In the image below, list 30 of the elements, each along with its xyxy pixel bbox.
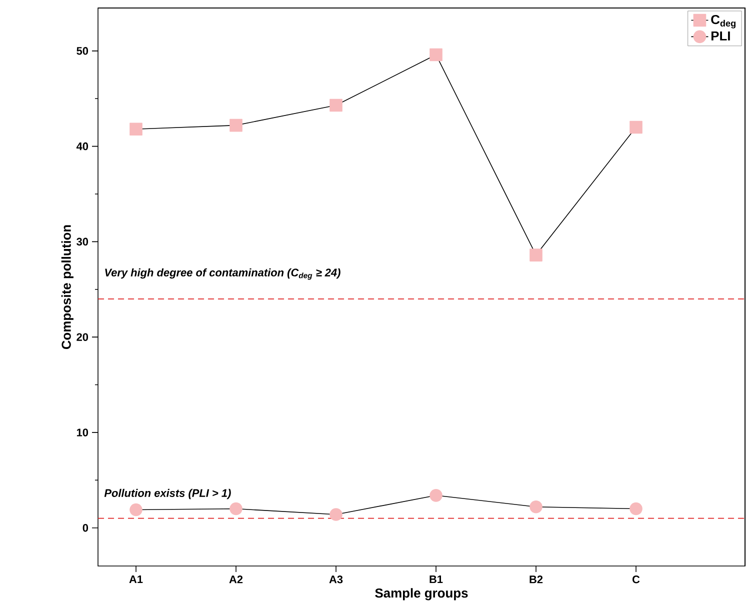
y-tick-label: 50: [76, 47, 88, 55]
point: [330, 508, 342, 521]
point: [230, 118, 242, 132]
point: [430, 48, 442, 62]
y-axis-title: Composite pollution: [61, 225, 74, 350]
x-tick-label: A2: [229, 576, 243, 584]
x-tick-label: A3: [329, 576, 343, 584]
point: [130, 503, 142, 516]
y-tick-label: 0: [82, 524, 88, 532]
x-tick-label: B2: [530, 576, 543, 584]
x-tick-label: A1: [129, 576, 143, 584]
ref-line-label: Pollution exists (PLI > 1): [104, 488, 231, 500]
point: [530, 500, 542, 514]
y-tick-label: 30: [76, 238, 88, 246]
point: [630, 502, 642, 516]
point: [230, 502, 242, 516]
y-tick-label: 40: [76, 142, 88, 150]
point: [530, 248, 542, 262]
x-axis-title: Sample groups: [375, 588, 468, 600]
x-tick-label: B1: [430, 576, 443, 584]
y-tick-label: 10: [76, 428, 88, 436]
y-tick-label: 20: [76, 333, 88, 341]
point: [130, 122, 142, 136]
point: [430, 489, 442, 502]
point: [630, 120, 642, 134]
point: [330, 98, 342, 112]
legend-label: C$_{deg}$: [711, 14, 736, 28]
x-tick-label: C: [632, 576, 640, 584]
ref-line-label: Very high degree of contamination (C$_{deg}$ ≥ 24): [105, 268, 340, 280]
legend-label: PLI: [711, 31, 730, 40]
